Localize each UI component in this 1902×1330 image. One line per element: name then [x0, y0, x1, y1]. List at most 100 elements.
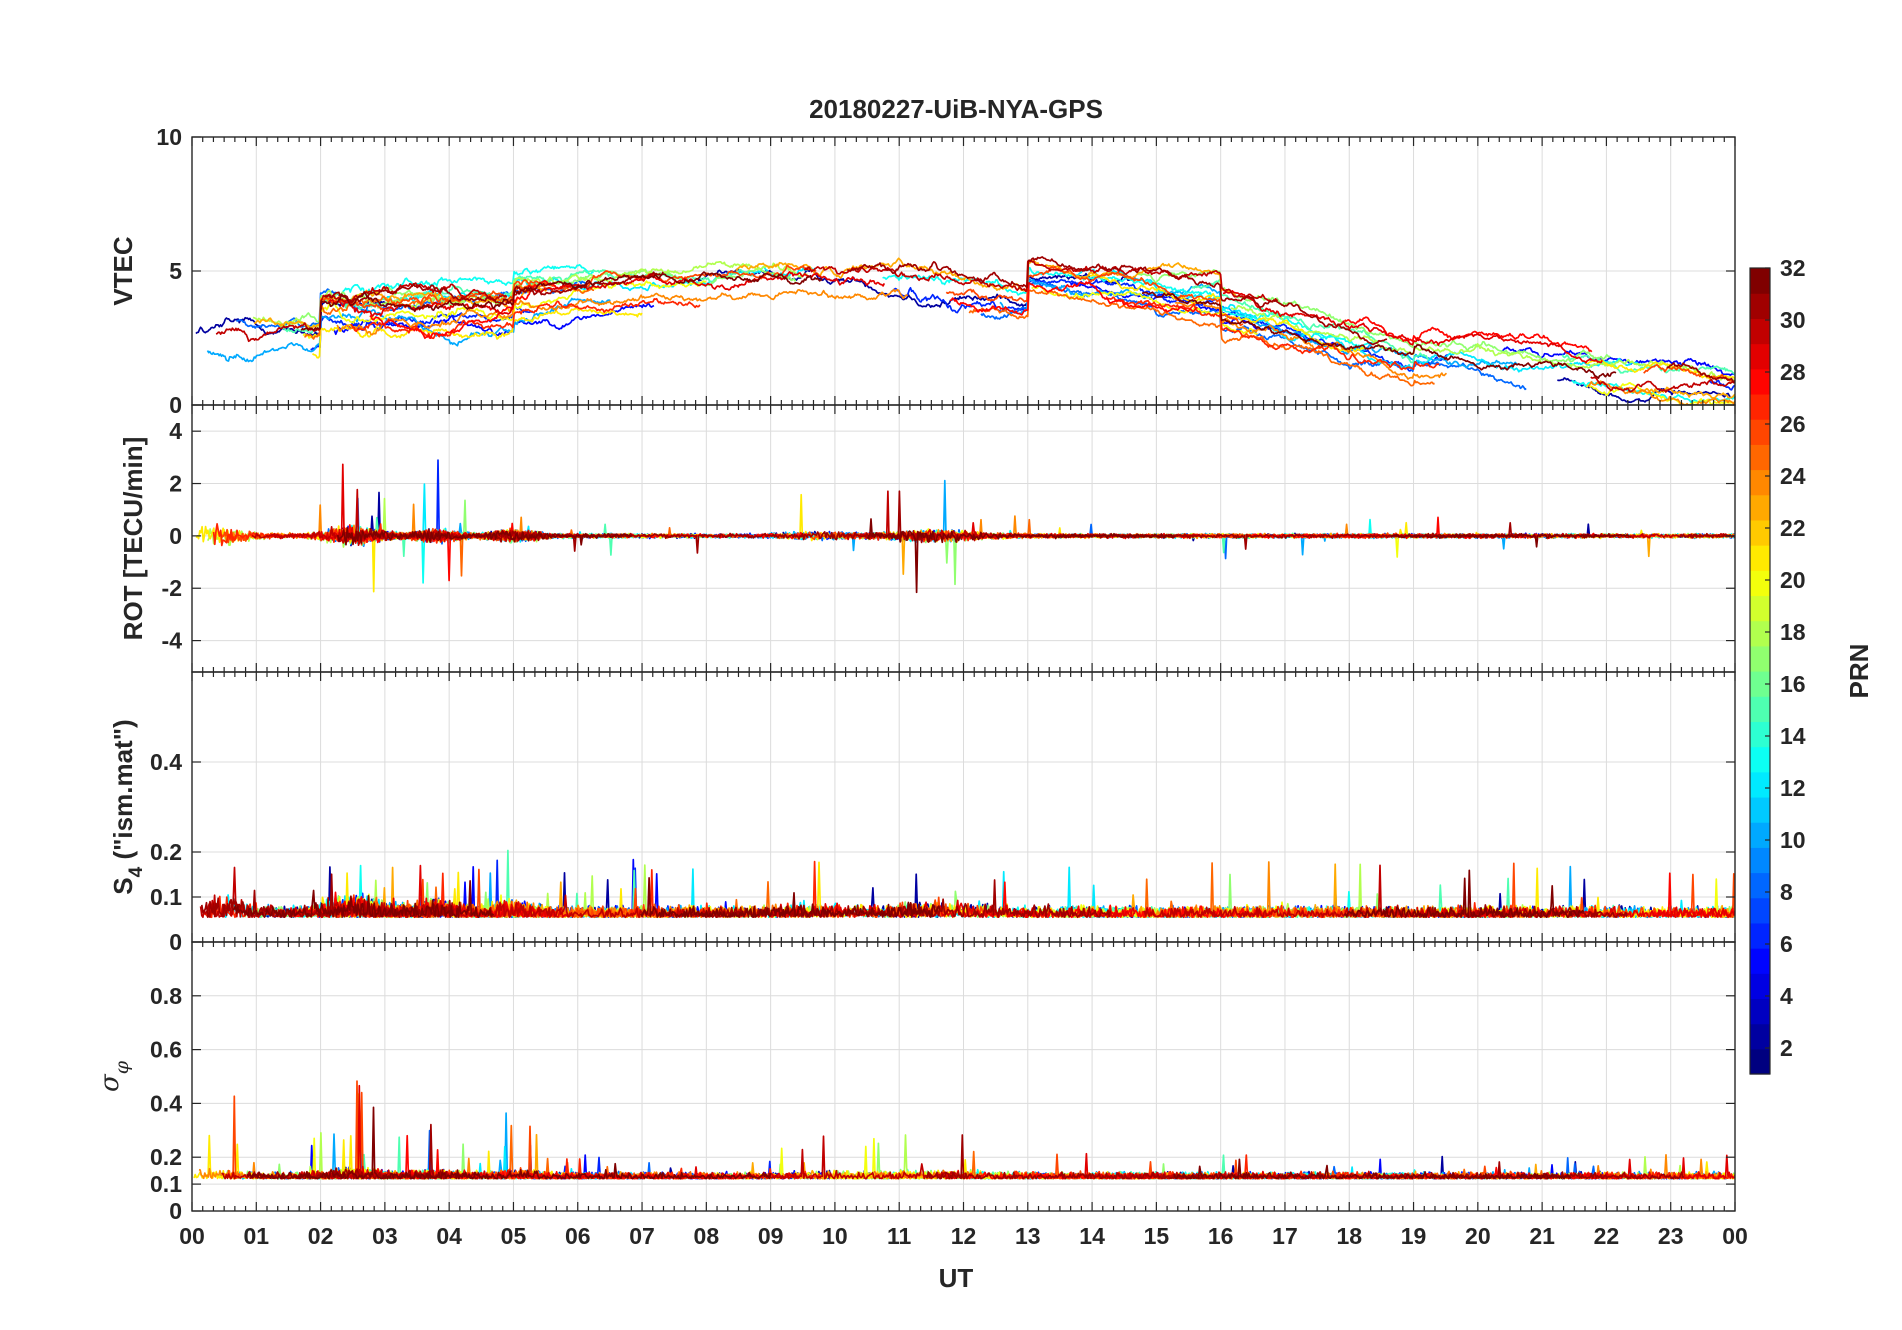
colorbar-segment — [1750, 519, 1770, 546]
colorbar-segment — [1750, 822, 1770, 848]
y-tick-label: 0.4 — [150, 749, 182, 775]
y-tick-label: 5 — [169, 258, 182, 284]
y-tick-label: 0.2 — [150, 1144, 182, 1170]
series-line-prn-31 — [368, 490, 1735, 554]
series-group-vtec — [195, 256, 1735, 405]
colorbar-tick-label: 30 — [1780, 307, 1806, 333]
y-tick-label: 0.4 — [150, 1090, 182, 1116]
y-axis-label-s4: S4 ("ism.mat") — [108, 719, 147, 894]
y-tick-label: 2 — [169, 471, 182, 497]
colorbar-segment — [1750, 771, 1770, 798]
y-tick-label: 0 — [169, 1198, 182, 1224]
y-tick-label: 0 — [169, 929, 182, 955]
series-line-prn-32 — [246, 1106, 1572, 1180]
series-line-prn-25 — [332, 518, 1735, 577]
x-tick-label: 04 — [436, 1223, 462, 1249]
panel-sigma: 00.10.2 0.4 0.6 0.8 σφ 00 01 02 03 04 05 06 07 08 09 10… — [95, 941, 1748, 1249]
colorbar-tick-label: 10 — [1780, 827, 1806, 853]
series-line-prn-32 — [300, 271, 1617, 379]
colorbar-tick-label: 4 — [1780, 983, 1793, 1009]
x-tick-label: 17 — [1272, 1223, 1298, 1249]
x-axis-label: UT — [939, 1263, 974, 1293]
colorbar-segment — [1750, 1023, 1770, 1050]
x-tick-label: 01 — [243, 1223, 269, 1249]
y-tick-label: -4 — [162, 628, 183, 654]
x-tick-label: 09 — [758, 1223, 784, 1249]
colorbar-segment — [1750, 545, 1770, 571]
x-tick-label: 02 — [308, 1223, 334, 1249]
x-tick-label: 16 — [1208, 1223, 1234, 1249]
colorbar-frame — [1749, 267, 1771, 1075]
y-tick-label: 0.1 — [150, 884, 182, 910]
colorbar-segment — [1750, 469, 1770, 496]
x-tick-label: 03 — [372, 1223, 398, 1249]
x-tick-label: 23 — [1658, 1223, 1684, 1249]
y-tick-label: 0 — [169, 523, 182, 549]
panel-rot: -4 -2 0 2 4 ROT [TECU/min] — [118, 404, 1736, 673]
colorbar-segment — [1750, 620, 1770, 647]
colorbar-segment — [1750, 1048, 1770, 1075]
x-tick-label: 07 — [629, 1223, 655, 1249]
colorbar-segment — [1750, 872, 1770, 899]
series-line-prn-17 — [382, 499, 1735, 586]
x-tick-label: 22 — [1594, 1223, 1620, 1249]
colorbar-tick-label: 6 — [1780, 931, 1793, 957]
x-tick-label: 12 — [951, 1223, 977, 1249]
colorbar-segment — [1750, 419, 1770, 445]
colorbar-tick-label: 14 — [1780, 723, 1806, 749]
colorbar-segment — [1750, 343, 1770, 370]
panel-vtec: 0 5 10 VTEC — [108, 124, 1736, 418]
colorbar-segment — [1750, 922, 1770, 949]
colorbar-tick-label: 24 — [1780, 463, 1806, 489]
series-line-prn-27 — [350, 296, 1440, 371]
colorbar-tick-label: 28 — [1780, 359, 1806, 385]
x-tick-label: 19 — [1401, 1223, 1427, 1249]
colorbar-segment — [1750, 595, 1770, 622]
colorbar-segment — [1750, 746, 1770, 773]
colorbar-tick-label: 20 — [1780, 567, 1806, 593]
colorbar-label: PRN — [1844, 644, 1874, 699]
x-tick-label: 11 — [887, 1223, 912, 1249]
series-line-prn-13 — [331, 518, 1735, 584]
x-tick-label: 10 — [822, 1223, 848, 1249]
series-line-prn-8 — [274, 1129, 1735, 1180]
colorbar-segment — [1750, 268, 1770, 294]
series-line-prn-10 — [235, 1112, 1717, 1180]
y-axis-label-sigma: σφ — [95, 1060, 133, 1092]
series-line-prn-31 — [324, 256, 1735, 384]
colorbar-tick-label: 26 — [1780, 411, 1806, 437]
colorbar-segment — [1750, 645, 1770, 672]
colorbar-segment — [1750, 998, 1770, 1025]
colorbar-segment — [1750, 570, 1770, 597]
colorbar-tick-label: 22 — [1780, 515, 1806, 541]
series-group-rot — [195, 459, 1735, 594]
chart-title: 20180227-UiB-NYA-GPS — [809, 94, 1103, 124]
colorbar-segment — [1750, 897, 1770, 924]
colorbar-segment — [1750, 494, 1770, 521]
series-line-prn-21 — [193, 1093, 1735, 1180]
y-tick-label: 4 — [169, 418, 182, 444]
x-tick-label: 08 — [694, 1223, 720, 1249]
colorbar-tick-label: 2 — [1780, 1035, 1793, 1061]
y-tick-label: 0.8 — [150, 983, 182, 1009]
series-group-sigma — [193, 1080, 1735, 1180]
colorbar-segment — [1750, 696, 1770, 722]
colorbar-segment — [1750, 948, 1770, 974]
x-tick-label: 15 — [1144, 1223, 1170, 1249]
colorbar-segment — [1750, 293, 1770, 319]
series-line-prn-32 — [336, 518, 1632, 594]
y-tick-label: 10 — [156, 124, 182, 150]
colorbar-segment — [1750, 973, 1770, 1000]
colorbar-segment — [1750, 318, 1770, 345]
colorbar-tick-label: 18 — [1780, 619, 1806, 645]
y-tick-label: 0.2 — [150, 839, 182, 865]
colorbar-tick-label: 16 — [1780, 671, 1806, 697]
colorbar-segment — [1750, 444, 1770, 471]
series-line-prn-8 — [311, 497, 1735, 560]
colorbar-segment — [1750, 393, 1770, 420]
x-tick-label: 00 — [179, 1223, 205, 1249]
series-line-prn-28 — [345, 516, 1656, 582]
